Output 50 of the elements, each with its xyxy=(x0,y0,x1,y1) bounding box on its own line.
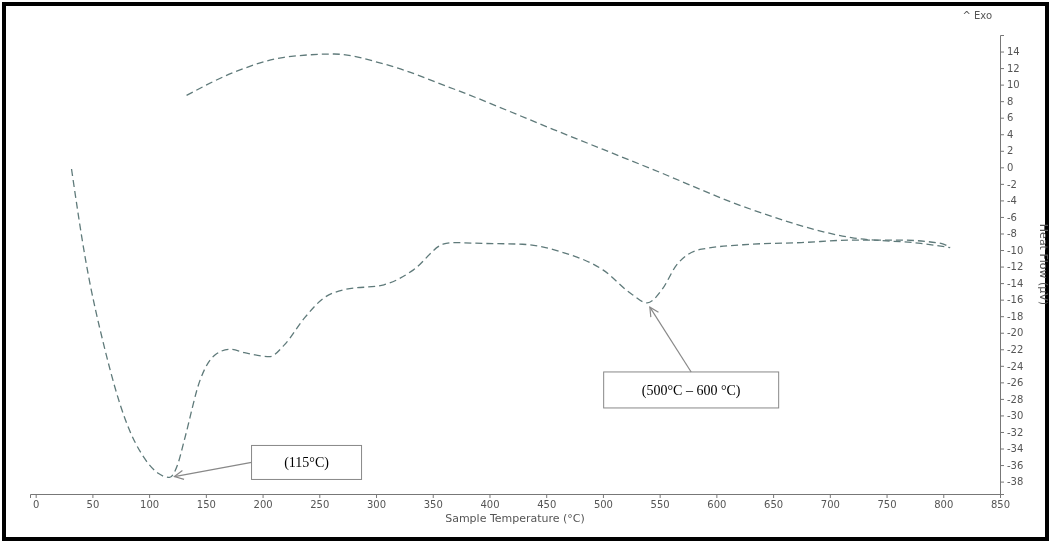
x-tick-label: 350 xyxy=(423,499,443,511)
x-axis-title: Sample Temperature (°C) xyxy=(445,512,585,525)
y-tick-label: -18 xyxy=(1007,310,1024,322)
x-tick-label: 150 xyxy=(196,499,216,511)
x-tick-label: 800 xyxy=(934,499,954,511)
y-tick-label: -36 xyxy=(1007,459,1024,471)
y-tick-label: -24 xyxy=(1007,360,1024,372)
x-tick-label: 0 xyxy=(32,499,40,511)
y-tick-label: -34 xyxy=(1007,443,1024,455)
annotation: (115°C) xyxy=(284,455,330,472)
y-tick-label: -4 xyxy=(1007,195,1017,207)
y-tick-label: 2 xyxy=(1007,145,1014,157)
y-tick-label: -28 xyxy=(1007,393,1024,405)
x-tick-label: 500 xyxy=(593,499,613,511)
x-tick-label: 850 xyxy=(990,499,1011,511)
y-tick-label: -38 xyxy=(1007,476,1024,488)
y-tick-label: -22 xyxy=(1007,343,1024,355)
y-tick-label: -16 xyxy=(1007,294,1024,306)
y-tick-label: -8 xyxy=(1007,228,1017,240)
x-tick-label: 450 xyxy=(537,499,557,511)
y-tick-label: -12 xyxy=(1007,261,1024,273)
y-tick-label: -6 xyxy=(1007,211,1017,223)
x-tick-label: 100 xyxy=(140,499,160,511)
y-tick-label: -20 xyxy=(1007,327,1024,339)
x-tick-label: 300 xyxy=(366,499,387,511)
y-tick-label: -10 xyxy=(1007,244,1024,256)
x-tick-label: 200 xyxy=(253,499,273,511)
y-tick-label: 0 xyxy=(1007,162,1014,174)
y-tick-label: 6 xyxy=(1007,112,1014,124)
y-tick-label: 4 xyxy=(1007,128,1014,140)
y-tick-label: 14 xyxy=(1007,46,1020,58)
x-tick-label: 550 xyxy=(650,499,670,511)
y-tick-label: -26 xyxy=(1007,377,1024,389)
y-tick-label: -2 xyxy=(1007,178,1017,190)
x-tick-label: 250 xyxy=(310,499,330,511)
x-tick-label: 650 xyxy=(764,499,784,511)
text: ^ Exo xyxy=(962,10,992,21)
y-tick-label: 10 xyxy=(1007,79,1020,91)
annotation: (500°C – 600 °C) xyxy=(641,382,741,399)
y-tick-label: 8 xyxy=(1007,95,1014,107)
x-tick-label: 400 xyxy=(480,499,500,511)
x-tick-label: 750 xyxy=(877,499,897,511)
y-tick-label: -30 xyxy=(1007,410,1024,422)
y-tick-label: -32 xyxy=(1007,426,1024,438)
x-tick-label: 50 xyxy=(86,499,100,511)
y-tick-label: -14 xyxy=(1007,277,1024,289)
x-tick-label: 600 xyxy=(707,499,727,511)
x-tick-label: 700 xyxy=(820,499,840,511)
y-axis-title: Heat Flow (µV) xyxy=(1037,223,1050,306)
y-tick-label: 12 xyxy=(1007,62,1020,74)
